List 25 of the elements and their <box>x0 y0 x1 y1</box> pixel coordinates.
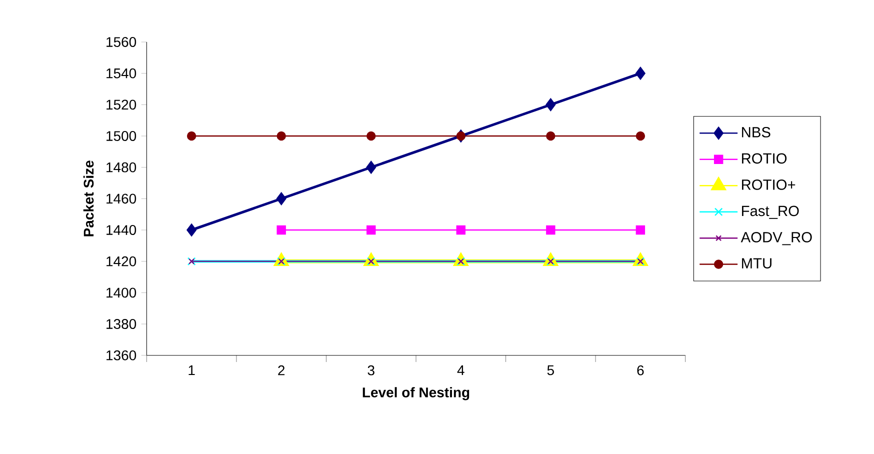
y-tick-label: 1440 <box>106 225 136 235</box>
y-tick-label: 1560 <box>106 37 136 47</box>
y-tick-label: 1500 <box>106 131 136 141</box>
y-tick-label: 1460 <box>106 194 136 204</box>
y-tick-label: 1380 <box>106 319 136 329</box>
legend-label: AODV_RO <box>740 232 812 246</box>
x-axis-title: Level of Nesting <box>362 387 470 400</box>
x-tick-label: 4 <box>457 365 464 376</box>
y-axis-title: Packet Size <box>83 160 94 236</box>
x-tick-label: 5 <box>547 365 554 376</box>
legend-label: NBS <box>742 127 770 138</box>
legend-label: Fast_RO <box>742 206 799 219</box>
legend-label: ROTIO+ <box>742 180 796 190</box>
y-tick-label: 1420 <box>106 256 136 266</box>
x-tick-label: 6 <box>637 365 644 376</box>
x-tick-label: 3 <box>368 365 374 376</box>
y-tick-label: 1520 <box>106 100 136 110</box>
y-tick-label: 1400 <box>106 288 136 298</box>
y-tick-label: 1480 <box>106 162 136 172</box>
y-tick-label: 1360 <box>106 350 136 360</box>
x-tick-label: 1 <box>188 365 195 376</box>
legend-label: MTU <box>742 258 772 268</box>
legend-label: ROTIO <box>742 153 787 164</box>
x-tick-label: 2 <box>278 365 285 376</box>
y-tick-label: 1540 <box>106 68 136 78</box>
